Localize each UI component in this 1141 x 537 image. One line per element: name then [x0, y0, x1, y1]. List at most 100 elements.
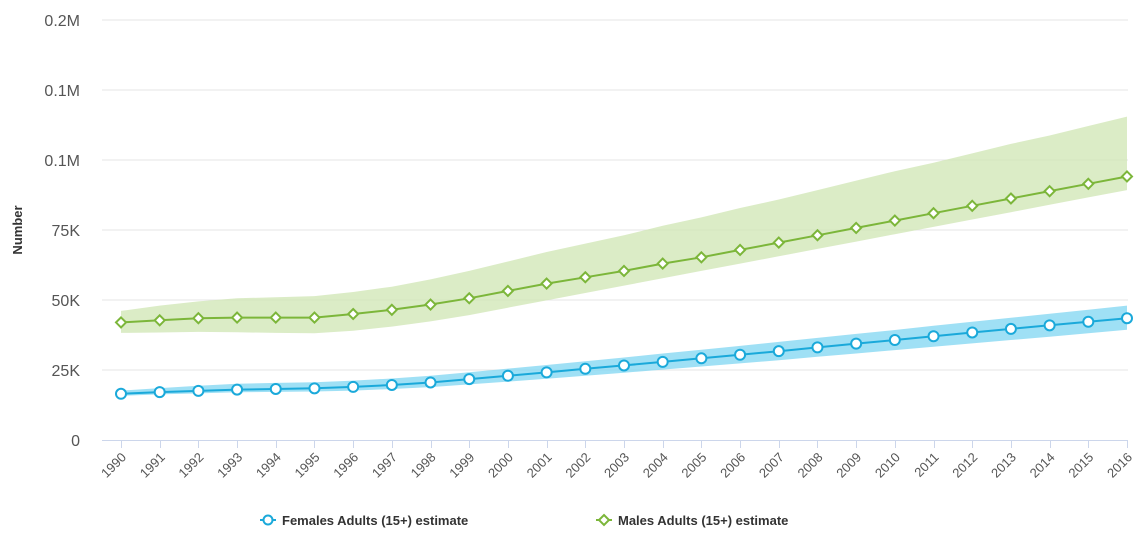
x-tick-label: 1994: [253, 450, 284, 481]
x-tick-label: 2011: [911, 450, 941, 480]
data-point: [1120, 170, 1134, 183]
x-tick-label: 2009: [833, 450, 864, 481]
data-point: [1004, 322, 1017, 335]
x-ticks: [121, 440, 1128, 448]
data-point: [1121, 312, 1133, 325]
data-point: [617, 264, 631, 278]
data-point: [424, 298, 437, 311]
data-point: [153, 313, 167, 327]
y-tick-label: 0.1M: [44, 153, 80, 170]
data-point: [540, 277, 554, 290]
data-point: [1082, 315, 1095, 328]
legend-item-males[interactable]: Males Adults (15+) estimate: [596, 513, 788, 528]
data-point: [501, 284, 515, 298]
data-point: [695, 352, 708, 365]
data-point: [734, 348, 747, 361]
data-point: [269, 382, 282, 395]
data-point: [462, 291, 476, 305]
data-point: [115, 387, 127, 400]
y-tick-label: 0.1M: [44, 83, 80, 100]
data-point: [346, 307, 360, 321]
y-tick-label: 75K: [52, 223, 81, 240]
legend-marker: [262, 514, 274, 526]
data-point: [308, 311, 321, 324]
data-point: [618, 359, 630, 372]
data-point: [927, 330, 940, 343]
x-tick-label: 2001: [524, 450, 555, 481]
x-tick-label: 2003: [601, 450, 632, 481]
data-point: [966, 326, 979, 339]
data-point: [347, 380, 360, 393]
data-point: [772, 345, 785, 358]
data-point: [192, 384, 205, 397]
x-tick-labels: 1990 1991 1992 1993 1994 1995 1996 1997 1998 1999…: [98, 450, 1135, 481]
y-tick-label: 0.2M: [44, 13, 80, 30]
data-point: [1081, 177, 1095, 191]
data-point: [114, 315, 128, 329]
y-tick-label: 50K: [52, 293, 81, 310]
x-tick-label: 2016: [1104, 450, 1135, 481]
confidence-band-females: [121, 305, 1127, 396]
x-tick-label: 1990: [98, 450, 129, 481]
x-tick-label: 1991: [137, 450, 168, 481]
data-point: [850, 337, 863, 350]
x-tick-label: 1997: [369, 450, 400, 481]
data-point: [231, 383, 244, 396]
data-point: [191, 311, 205, 325]
y-tick-labels: 0 25K 50K 75K 0.1M 0.1M 0.2M: [44, 13, 80, 450]
x-tick-label: 1993: [214, 450, 245, 481]
data-point: [463, 373, 476, 386]
data-point: [153, 386, 166, 399]
data-point: [811, 228, 824, 242]
data-point: [579, 362, 592, 375]
legend-item-females[interactable]: Females Adults (15+) estimate: [260, 513, 468, 528]
x-tick-label: 2008: [795, 450, 826, 481]
y-tick-label: 25K: [52, 363, 81, 380]
legend-label: Females Adults (15+) estimate: [282, 513, 468, 528]
x-tick-label: 1998: [408, 450, 439, 481]
markers-females: [115, 312, 1133, 400]
y-axis-title: Number: [10, 205, 25, 254]
confidence-band-males: [121, 116, 1127, 334]
y-tick-label: 0: [71, 433, 80, 450]
markers-males: [114, 170, 1134, 329]
x-tick-label: 2010: [872, 450, 903, 481]
x-tick-label: 2005: [678, 450, 709, 481]
data-point: [849, 221, 863, 235]
data-point: [385, 303, 399, 317]
data-point: [501, 369, 514, 382]
data-point: [888, 334, 901, 347]
data-point: [578, 270, 592, 284]
data-point: [385, 378, 398, 391]
x-tick-label: 2002: [562, 450, 593, 481]
data-point: [540, 366, 553, 379]
data-point: [1004, 192, 1018, 205]
x-tick-label: 2007: [756, 450, 787, 481]
data-point: [1043, 184, 1057, 198]
x-tick-label: 2006: [717, 450, 748, 481]
legend: Females Adults (15+) estimate Males Adult…: [260, 513, 788, 528]
x-tick-label: 2014: [1027, 450, 1058, 481]
x-tick-label: 2012: [949, 450, 980, 481]
data-point: [733, 243, 747, 257]
data-point: [1043, 319, 1056, 332]
data-point: [811, 341, 824, 354]
data-point: [927, 206, 940, 220]
data-point: [424, 376, 437, 389]
x-tick-label: 2013: [988, 450, 1019, 481]
legend-marker: [597, 513, 611, 527]
x-tick-label: 1996: [330, 450, 361, 481]
data-point: [772, 236, 786, 250]
x-tick-label: 1992: [175, 450, 206, 481]
legend-label: Males Adults (15+) estimate: [618, 513, 788, 528]
data-point: [888, 214, 902, 227]
data-point: [694, 250, 708, 264]
x-tick-label: 1995: [292, 450, 323, 481]
x-tick-label: 2004: [640, 450, 671, 481]
x-tick-label: 2000: [485, 450, 516, 481]
data-point: [269, 311, 283, 324]
data-point: [308, 382, 321, 395]
data-point: [656, 257, 670, 271]
